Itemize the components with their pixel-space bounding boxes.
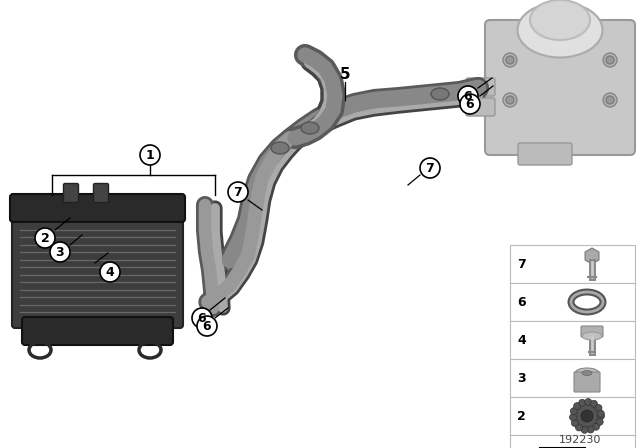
Circle shape [581, 410, 593, 422]
Circle shape [197, 316, 217, 336]
Text: 5: 5 [340, 66, 350, 82]
Text: 4: 4 [517, 333, 525, 346]
Text: 3: 3 [56, 246, 64, 258]
Text: 2: 2 [517, 409, 525, 422]
Circle shape [140, 145, 160, 165]
Circle shape [35, 228, 55, 248]
Circle shape [596, 418, 603, 426]
Circle shape [598, 413, 605, 419]
Circle shape [228, 182, 248, 202]
Circle shape [506, 96, 514, 104]
Ellipse shape [431, 88, 449, 100]
Text: 7: 7 [234, 185, 243, 198]
Bar [510, 435, 635, 448]
Circle shape [574, 403, 600, 429]
FancyBboxPatch shape [466, 78, 495, 96]
Text: 4: 4 [106, 266, 115, 279]
Circle shape [570, 408, 577, 415]
Circle shape [192, 308, 212, 328]
Ellipse shape [518, 3, 602, 57]
FancyBboxPatch shape [581, 326, 603, 337]
Text: 2: 2 [40, 232, 49, 245]
FancyBboxPatch shape [574, 372, 600, 392]
FancyBboxPatch shape [22, 317, 173, 345]
Circle shape [603, 93, 617, 107]
Text: 3: 3 [517, 371, 525, 384]
Circle shape [506, 56, 514, 64]
Circle shape [581, 426, 588, 433]
FancyBboxPatch shape [93, 184, 109, 202]
Ellipse shape [301, 122, 319, 134]
Text: 6: 6 [517, 296, 525, 309]
Ellipse shape [582, 370, 592, 375]
Circle shape [573, 403, 580, 409]
Circle shape [579, 399, 586, 406]
Ellipse shape [575, 368, 599, 378]
Circle shape [572, 419, 579, 426]
Circle shape [503, 93, 517, 107]
FancyBboxPatch shape [518, 143, 572, 165]
Text: 7: 7 [426, 161, 435, 175]
Circle shape [591, 401, 598, 407]
Circle shape [50, 242, 70, 262]
Circle shape [606, 96, 614, 104]
Circle shape [585, 399, 592, 405]
Ellipse shape [530, 0, 590, 40]
Text: 192230: 192230 [559, 435, 601, 445]
Bar [510, 283, 635, 321]
Text: 6: 6 [203, 319, 211, 332]
Circle shape [575, 424, 582, 431]
Text: 6: 6 [466, 98, 474, 111]
Bar [510, 245, 635, 283]
Ellipse shape [271, 142, 289, 154]
FancyBboxPatch shape [10, 194, 185, 222]
Circle shape [100, 262, 120, 282]
Bar [510, 321, 635, 359]
Text: 6: 6 [198, 311, 206, 324]
Bar [510, 397, 635, 435]
Circle shape [595, 405, 602, 411]
Ellipse shape [582, 332, 602, 340]
Circle shape [420, 158, 440, 178]
Circle shape [597, 410, 604, 417]
Circle shape [606, 56, 614, 64]
Circle shape [603, 53, 617, 67]
FancyBboxPatch shape [12, 212, 183, 328]
FancyBboxPatch shape [63, 184, 79, 202]
Text: 1: 1 [146, 148, 154, 161]
Circle shape [570, 414, 577, 421]
Bar [510, 359, 635, 397]
Circle shape [458, 86, 478, 106]
Circle shape [587, 426, 594, 433]
FancyBboxPatch shape [466, 98, 495, 116]
Circle shape [460, 94, 480, 114]
Circle shape [503, 53, 517, 67]
Text: 6: 6 [464, 90, 472, 103]
Text: 7: 7 [517, 258, 525, 271]
Circle shape [593, 423, 600, 430]
FancyBboxPatch shape [485, 20, 635, 155]
